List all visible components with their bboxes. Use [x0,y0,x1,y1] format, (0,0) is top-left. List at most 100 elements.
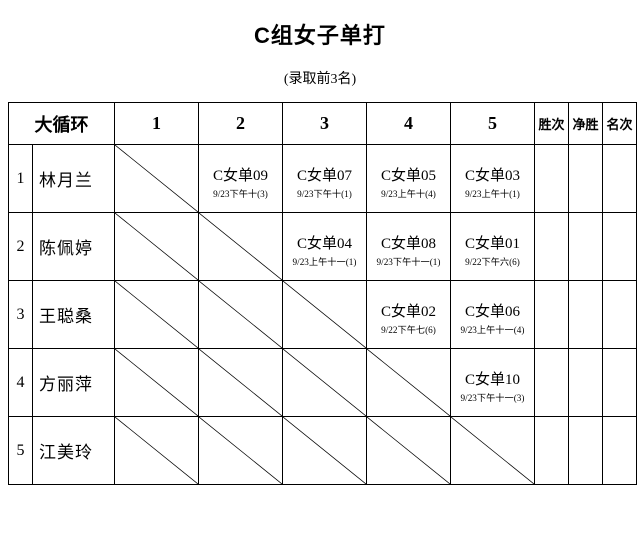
match-time: 9/23下午十(3) [202,184,278,200]
diagonal-line [367,349,450,416]
rank-cell [603,213,637,281]
table-row: 5 江美玲 [9,417,637,485]
cell-self [451,417,535,485]
netwins-cell [569,349,603,417]
wins-cell [535,349,569,417]
player-name: 方丽萍 [33,349,115,417]
match-time: 9/23上午十一(1) [286,252,362,268]
header-col-5: 5 [451,103,535,145]
match-cell: C女单05 9/23上午十(4) [367,145,451,213]
cell-below-diag [199,417,283,485]
netwins-cell [569,281,603,349]
header-wins: 胜次 [535,103,569,145]
header-roundrobin: 大循环 [9,103,115,145]
player-num: 3 [9,281,33,349]
cell-below-diag [199,281,283,349]
header-col-1: 1 [115,103,199,145]
page-root: C组女子单打 (录取前3名) 大循环 1 2 3 4 5 胜次 净胜 名次 1 … [0,0,640,534]
player-num: 4 [9,349,33,417]
match-code: C女单02 [367,292,450,321]
wins-cell [535,281,569,349]
match-cell: C女单06 9/23上午十一(4) [451,281,535,349]
cell-below-diag [367,417,451,485]
table-row: 3 王聪桑 C女单02 9/22下午七(6) C女单06 9/23上午十一(4) [9,281,637,349]
diagonal-line [367,417,450,484]
diagonal-line [199,281,282,348]
cell-below-diag [115,349,199,417]
netwins-cell [569,213,603,281]
diagonal-line [199,349,282,416]
header-col-3: 3 [283,103,367,145]
netwins-cell [569,145,603,213]
match-cell: C女单09 9/23下午十(3) [199,145,283,213]
match-cell: C女单04 9/23上午十一(1) [283,213,367,281]
header-netwins: 净胜 [569,103,603,145]
player-num: 5 [9,417,33,485]
diagonal-line [115,349,198,416]
rank-cell [603,349,637,417]
cell-self [199,213,283,281]
cell-self [115,145,199,213]
table-row: 2 陈佩婷 C女单04 9/23上午十一(1) C女单08 9/23下午十一(1… [9,213,637,281]
match-code: C女单10 [451,360,534,389]
match-time: 9/22下午七(6) [370,320,446,336]
header-col-2: 2 [199,103,283,145]
match-cell: C女单07 9/23下午十(1) [283,145,367,213]
match-cell: C女单01 9/22下午六(6) [451,213,535,281]
wins-cell [535,417,569,485]
match-time: 9/23下午十(1) [286,184,362,200]
match-code: C女单06 [451,292,534,321]
match-time: 9/23下午十一(1) [370,252,446,268]
player-name: 江美玲 [33,417,115,485]
roundrobin-table: 大循环 1 2 3 4 5 胜次 净胜 名次 1 林月兰 C女单09 9/23下… [8,102,637,485]
player-num: 2 [9,213,33,281]
cell-below-diag [283,349,367,417]
match-time: 9/23上午十(4) [370,184,446,200]
match-time: 9/23上午十(1) [454,184,530,200]
header-row: 大循环 1 2 3 4 5 胜次 净胜 名次 [9,103,637,145]
match-cell: C女单08 9/23下午十一(1) [367,213,451,281]
diagonal-line [283,281,366,348]
match-code: C女单07 [283,156,366,185]
diagonal-line [199,213,282,280]
match-time: 9/23上午十一(4) [454,320,530,336]
page-subtitle: (录取前3名) [0,68,640,88]
match-code: C女单05 [367,156,450,185]
player-name: 王聪桑 [33,281,115,349]
player-num: 1 [9,145,33,213]
cell-self [367,349,451,417]
match-cell: C女单10 9/23下午十一(3) [451,349,535,417]
diagonal-line [115,213,198,280]
match-time: 9/23下午十一(3) [454,388,530,404]
cell-below-diag [199,349,283,417]
diagonal-line [451,417,534,484]
netwins-cell [569,417,603,485]
match-code: C女单08 [367,224,450,253]
cell-self [283,281,367,349]
match-cell: C女单03 9/23上午十(1) [451,145,535,213]
table-row: 1 林月兰 C女单09 9/23下午十(3) C女单07 9/23下午十(1) … [9,145,637,213]
rank-cell [603,281,637,349]
match-time: 9/22下午六(6) [454,252,530,268]
cell-below-diag [115,417,199,485]
table-row: 4 方丽萍 C女单10 9/23下午十一(3) [9,349,637,417]
cell-below-diag [283,417,367,485]
rank-cell [603,417,637,485]
header-col-4: 4 [367,103,451,145]
player-name: 陈佩婷 [33,213,115,281]
wins-cell [535,213,569,281]
diagonal-line [283,417,366,484]
diagonal-line [115,417,198,484]
wins-cell [535,145,569,213]
match-code: C女单01 [451,224,534,253]
diagonal-line [199,417,282,484]
header-rank: 名次 [603,103,637,145]
player-name: 林月兰 [33,145,115,213]
diagonal-line [115,281,198,348]
cell-below-diag [115,213,199,281]
match-code: C女单04 [283,224,366,253]
diagonal-line [283,349,366,416]
match-cell: C女单02 9/22下午七(6) [367,281,451,349]
match-code: C女单09 [199,156,282,185]
diagonal-line [115,145,198,212]
